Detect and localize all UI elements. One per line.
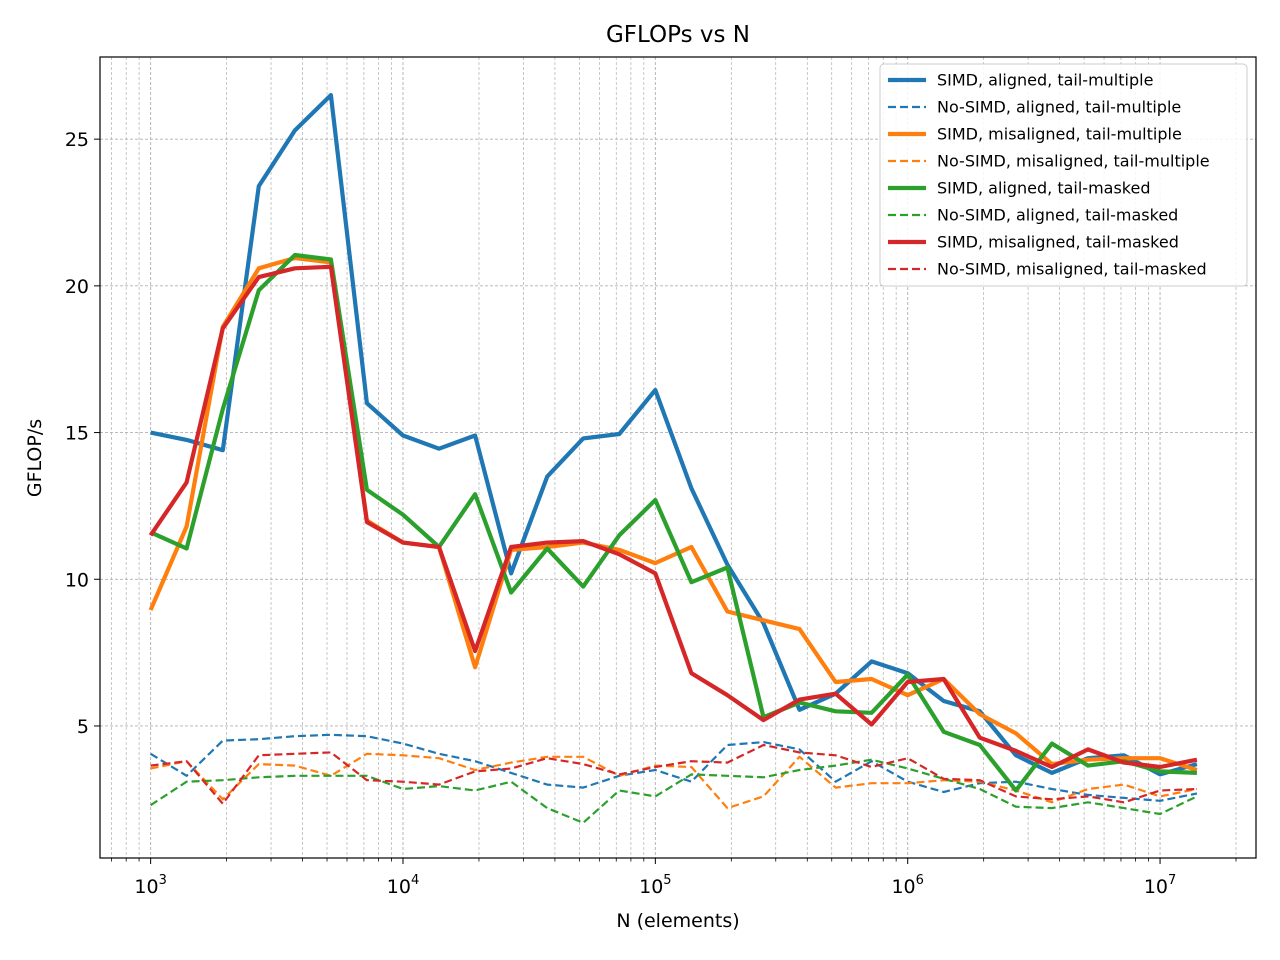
- series-line-simd-misaligned-tail-multiple: [148, 255, 1198, 772]
- series-line-simd-aligned-tail-masked: [149, 252, 1197, 793]
- y-axis-label: GFLOP/s: [24, 419, 46, 497]
- y-tick-label: 20: [65, 276, 89, 298]
- chart-title: GFLOPs vs N: [606, 22, 750, 48]
- y-tick-label: 25: [65, 129, 89, 151]
- series-line-simd-misaligned-tail-masked: [148, 264, 1198, 770]
- series-line-no-simd-misaligned-tail-multiple: [150, 752, 1198, 810]
- legend-label: No-SIMD, misaligned, tail-masked: [937, 260, 1207, 279]
- y-tick-label: 5: [77, 716, 89, 738]
- x-tick-label: 104: [387, 873, 419, 898]
- plot-frame: [99, 56, 1257, 859]
- legend-label: SIMD, misaligned, tail-masked: [937, 233, 1179, 252]
- series-line-simd-aligned-tail-multiple: [150, 92, 1198, 777]
- x-axis-label: N (elements): [616, 910, 739, 932]
- x-tick-label: 107: [1144, 873, 1176, 898]
- x-tick-label: 103: [134, 873, 166, 898]
- y-tick-label: 10: [65, 569, 89, 591]
- legend-label: SIMD, aligned, tail-masked: [937, 179, 1151, 198]
- series-line-no-simd-misaligned-tail-masked: [150, 743, 1197, 805]
- legend: SIMD, aligned, tail-multiple No-SIMD, ali…: [879, 63, 1248, 287]
- axis-ticks: 5 10 15 20 25 103 104 105 106 107: [65, 129, 1237, 898]
- grid-lines: [100, 57, 1256, 858]
- legend-label: No-SIMD, misaligned, tail-multiple: [937, 152, 1210, 171]
- x-tick-label: 105: [639, 873, 671, 898]
- legend-label: No-SIMD, aligned, tail-masked: [937, 206, 1178, 225]
- legend-box: [879, 63, 1248, 287]
- series-line-no-simd-aligned-tail-masked: [149, 758, 1198, 824]
- legend-label: No-SIMD, aligned, tail-multiple: [937, 98, 1181, 117]
- series-lines: [148, 92, 1198, 824]
- series-line-no-simd-aligned-tail-multiple: [150, 733, 1198, 802]
- y-tick-label: 15: [65, 423, 89, 445]
- legend-label: SIMD, misaligned, tail-multiple: [937, 125, 1182, 144]
- legend-label: SIMD, aligned, tail-multiple: [937, 71, 1153, 90]
- x-tick-label: 106: [891, 873, 923, 898]
